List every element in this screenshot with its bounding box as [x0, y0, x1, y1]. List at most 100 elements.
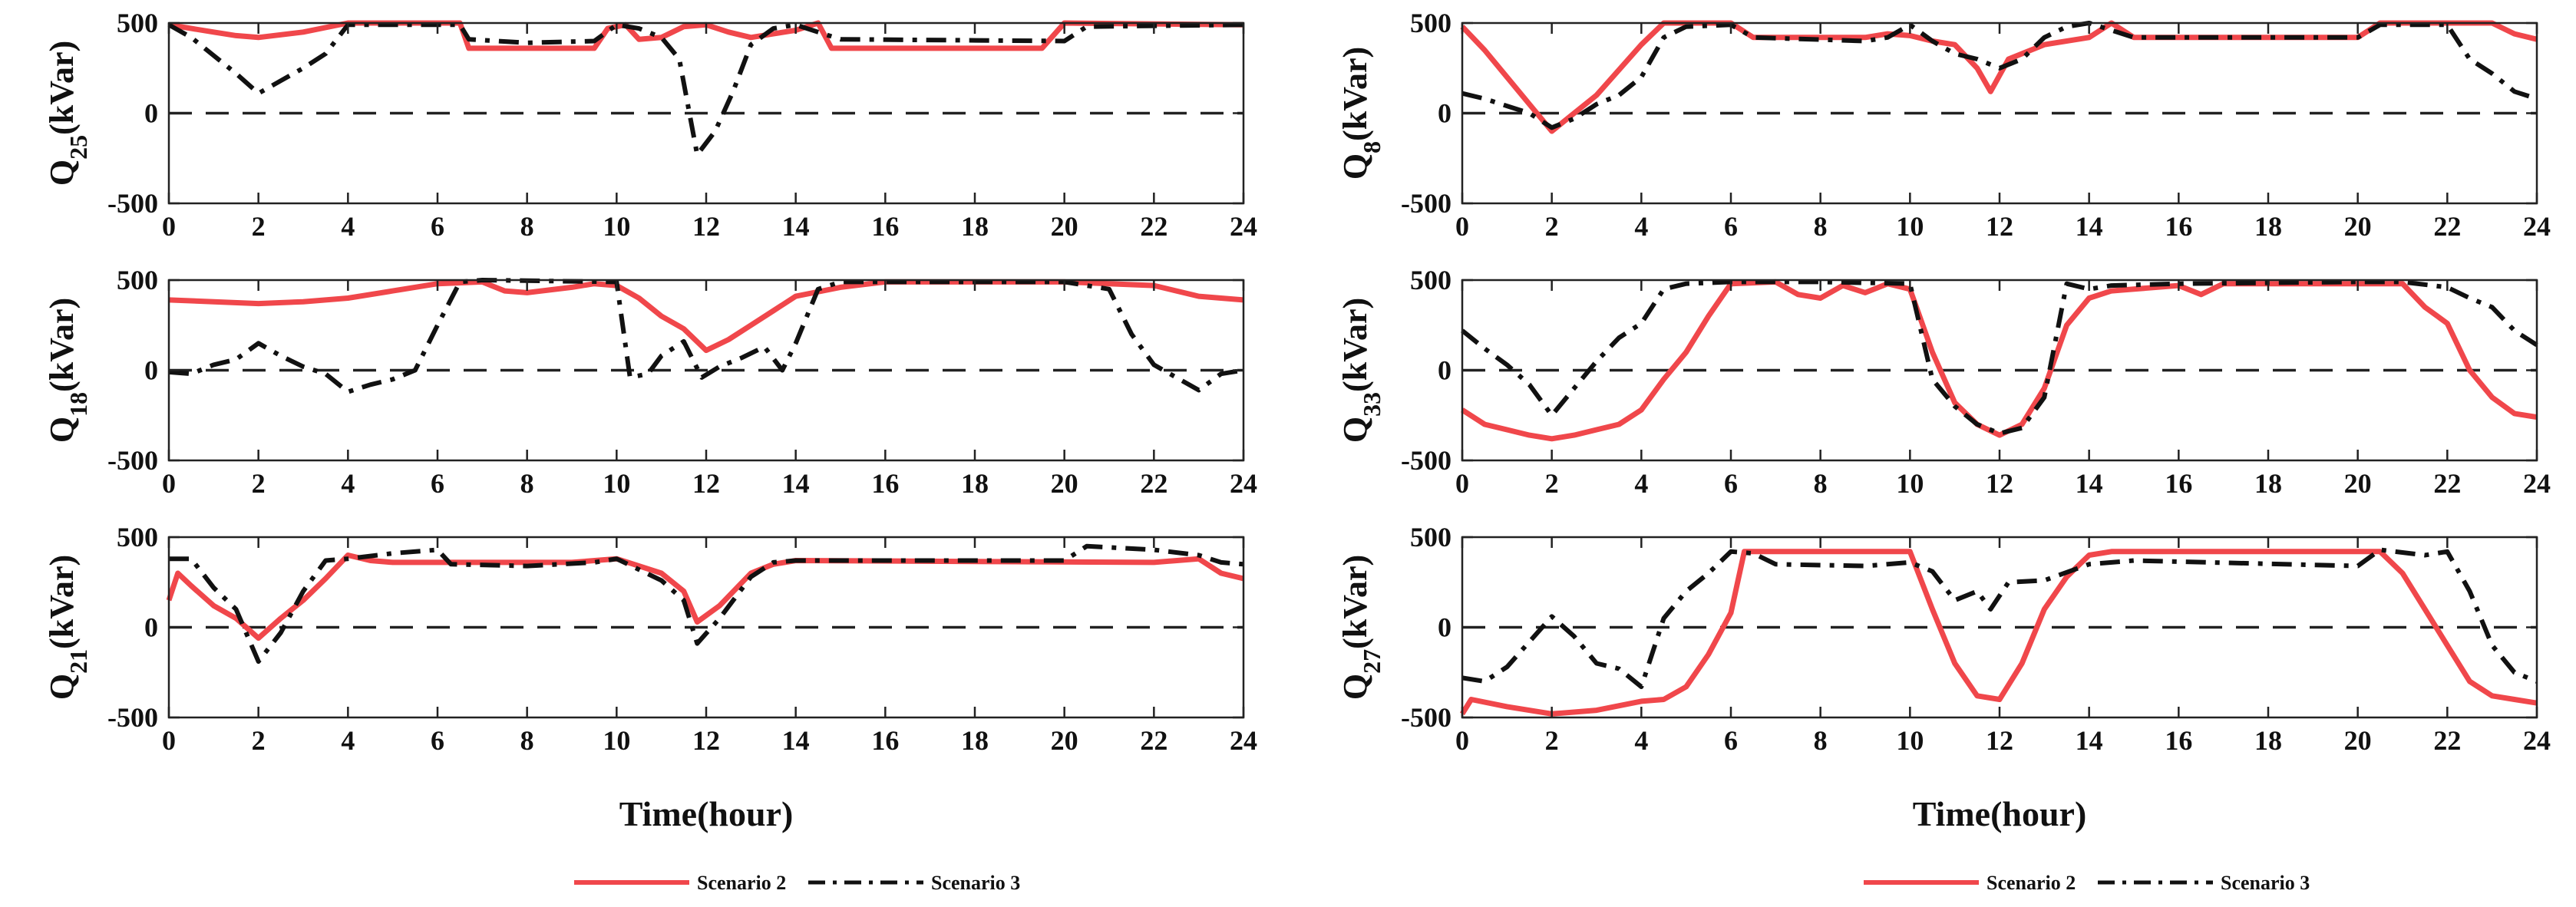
y-axis-label: Q8(kVar) [1336, 47, 1385, 180]
x-tick-label: 10 [1896, 211, 1924, 242]
x-tick-label: 10 [603, 211, 630, 242]
x-tick-label: 16 [2165, 468, 2192, 499]
y-axis-label: Q21(kVar) [43, 555, 92, 700]
legend-1: Scenario 2 Scenario 3 [574, 872, 1020, 894]
y-axis-label: Q27(kVar) [1336, 555, 1385, 700]
y-tick-label: -500 [1401, 445, 1451, 476]
y-tick-label: 500 [1410, 8, 1451, 38]
x-tick-label: 10 [1896, 468, 1924, 499]
x-tick-label: 16 [2165, 725, 2192, 756]
x-tick-label: 20 [1051, 725, 1078, 756]
x-tick-label: 8 [1814, 725, 1828, 756]
legend-label-scenario-3: Scenario 3 [2221, 872, 2310, 894]
x-tick-label: 20 [2344, 211, 2372, 242]
x-tick-label: 6 [1724, 468, 1738, 499]
x-tick-label: 24 [2523, 725, 2551, 756]
x-tick-label: 16 [871, 468, 899, 499]
x-tick-label: 24 [2523, 211, 2551, 242]
y-tick-label: -500 [107, 702, 158, 733]
series-line-scenario-3 [1461, 279, 2538, 436]
x-tick-label: 8 [520, 468, 534, 499]
legend-label-scenario-2: Scenario 2 [1986, 872, 2076, 894]
y-tick-label: 0 [144, 355, 158, 386]
x-tick-label: 14 [782, 468, 810, 499]
x-tick-label: 22 [2433, 725, 2461, 756]
x-tick-label: 14 [2076, 725, 2103, 756]
x-tick-label: 18 [961, 725, 989, 756]
series-line-scenario-2 [1461, 279, 2538, 442]
series-line-scenario-2 [168, 279, 1244, 354]
y-tick-label: 500 [117, 522, 158, 552]
x-tick-label: 22 [2433, 468, 2461, 499]
series-line-scenario-2 [1460, 20, 2538, 134]
y-tick-label: 0 [1438, 612, 1451, 643]
x-tick-label: 22 [1140, 725, 1167, 756]
x-tick-label: 20 [1051, 468, 1078, 499]
y-tick-label: 500 [117, 8, 158, 38]
legend-2: Scenario 2 Scenario 3 [1864, 872, 2310, 894]
x-tick-label: 0 [162, 468, 176, 499]
legend-label-scenario-3: Scenario 3 [931, 872, 1020, 894]
x-tick-label: 10 [1896, 725, 1924, 756]
x-tick-label: 20 [2344, 468, 2372, 499]
x-tick-label: 0 [162, 725, 176, 756]
x-tick-label: 12 [1986, 468, 2013, 499]
x-tick-label: 0 [1455, 725, 1469, 756]
x-tick-label: 16 [2165, 211, 2192, 242]
x-tick-label: 12 [1986, 725, 2013, 756]
x-tick-label: 10 [603, 468, 630, 499]
x-tick-label: 14 [782, 211, 810, 242]
series-line-scenario-3 [1461, 547, 2538, 689]
x-tick-label: 0 [1455, 211, 1469, 242]
y-tick-label: 0 [144, 612, 158, 643]
x-tick-label: 22 [2433, 211, 2461, 242]
x-tick-label: 8 [520, 725, 534, 756]
x-tick-label: 18 [2254, 468, 2282, 499]
x-tick-label: 4 [341, 725, 355, 756]
x-axis-title: Time(hour) [1913, 794, 2087, 833]
x-tick-label: 4 [341, 468, 355, 499]
x-tick-label: 6 [431, 211, 444, 242]
x-tick-label: 6 [431, 725, 444, 756]
x-tick-label: 2 [1545, 468, 1559, 499]
y-axis-label: Q25(kVar) [43, 41, 92, 186]
x-tick-label: 0 [162, 211, 176, 242]
x-tick-label: 4 [1634, 211, 1648, 242]
x-tick-label: 24 [1230, 468, 1257, 499]
x-tick-label: 18 [2254, 725, 2282, 756]
x-tick-label: 6 [431, 468, 444, 499]
x-axis-title: Time(hour) [619, 794, 794, 833]
x-tick-label: 24 [1230, 725, 1257, 756]
x-tick-label: 14 [782, 725, 810, 756]
x-tick-label: 14 [2076, 468, 2103, 499]
y-axis-label: Q18(kVar) [43, 298, 92, 443]
x-tick-label: 0 [1455, 468, 1469, 499]
x-tick-label: 2 [252, 725, 266, 756]
y-tick-label: -500 [107, 445, 158, 476]
x-tick-label: 2 [1545, 211, 1559, 242]
series-line-scenario-3 [167, 22, 1244, 157]
x-tick-label: 6 [1724, 725, 1738, 756]
x-tick-label: 6 [1724, 211, 1738, 242]
y-axis-label: Q33(kVar) [1336, 298, 1385, 443]
x-tick-label: 14 [2076, 211, 2103, 242]
x-tick-label: 24 [2523, 468, 2551, 499]
x-tick-label: 2 [252, 468, 266, 499]
x-tick-label: 12 [692, 468, 720, 499]
series-line-scenario-2 [166, 552, 1244, 641]
x-tick-label: 2 [252, 211, 266, 242]
legend-label-scenario-2: Scenario 2 [697, 872, 786, 894]
x-tick-label: 8 [520, 211, 534, 242]
y-tick-label: -500 [1401, 188, 1451, 219]
x-tick-label: 12 [1986, 211, 2013, 242]
y-tick-label: -500 [107, 188, 158, 219]
x-tick-label: 18 [961, 211, 989, 242]
series-line-scenario-3 [1461, 21, 2538, 130]
x-tick-label: 12 [692, 725, 720, 756]
y-tick-label: 0 [1438, 355, 1451, 386]
